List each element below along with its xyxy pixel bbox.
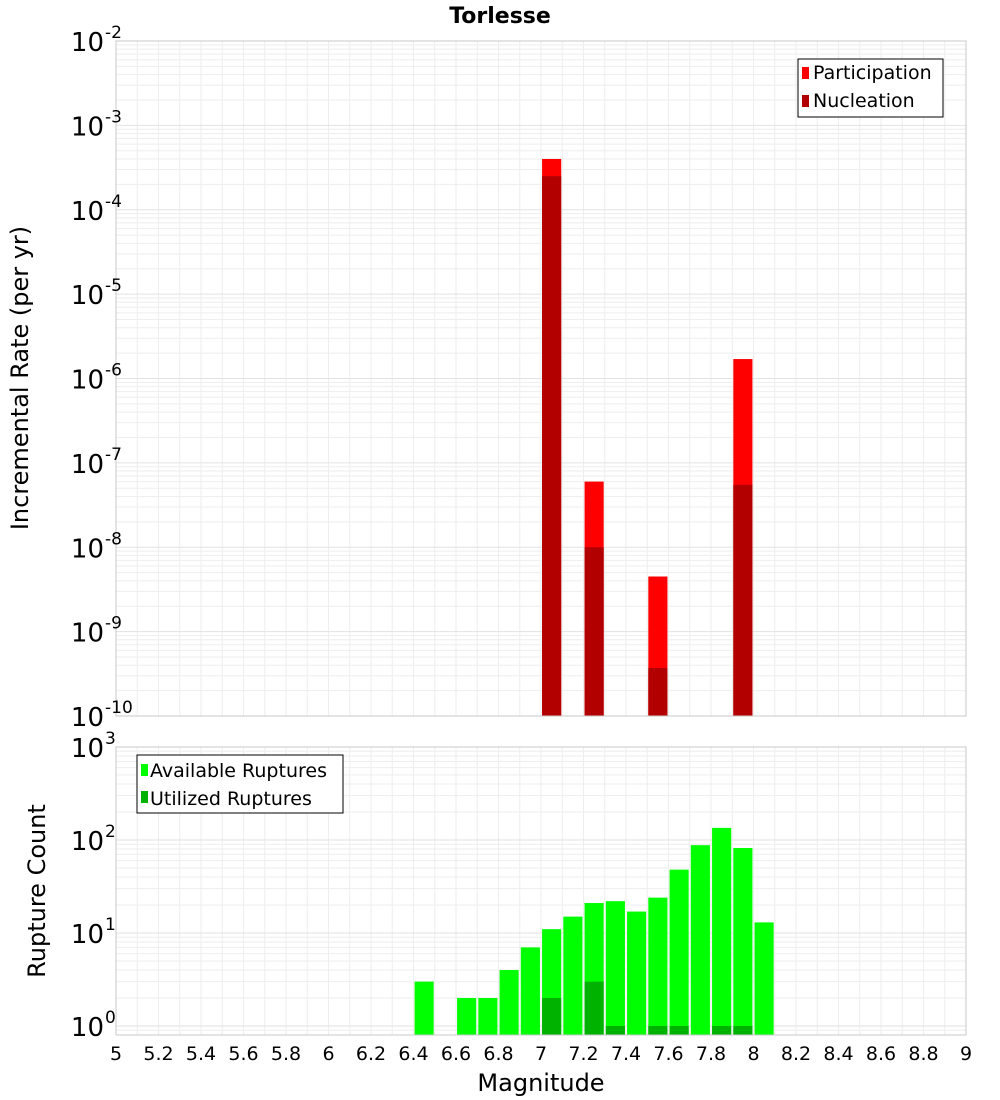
bottom-bar-utilized-ruptures: [584, 981, 604, 1035]
bottom-bar-utilized-ruptures: [712, 1025, 732, 1035]
bottom-legend: Available Ruptures Utilized Ruptures: [136, 754, 344, 814]
bottom-y-axis-label: Rupture Count: [23, 804, 51, 978]
top-bar-nucleation: [648, 668, 668, 716]
bottom-bar-available-ruptures: [754, 922, 774, 1035]
top-y-tick-base: 10: [71, 534, 104, 564]
x-tick-label: 6: [322, 1043, 334, 1065]
bottom-y-tick-exponent: 2: [105, 822, 116, 842]
legend-swatch-nucleation: [802, 95, 809, 107]
bottom-bar-available-ruptures: [648, 897, 668, 1035]
x-tick-label: 6.4: [398, 1043, 428, 1065]
top-y-tick-base: 10: [71, 703, 104, 733]
x-tick-label: 7.6: [653, 1043, 683, 1065]
top-bar-nucleation: [733, 484, 753, 716]
legend-label-nucleation: Nucleation: [813, 90, 915, 112]
bottom-bar-available-ruptures: [457, 997, 477, 1035]
bottom-bar-available-ruptures: [690, 845, 710, 1035]
bottom-bar-utilized-ruptures: [733, 1025, 753, 1035]
x-axis-label: Magnitude: [477, 1069, 604, 1097]
bottom-bar-available-ruptures: [414, 981, 434, 1035]
x-tick-label: 7.4: [611, 1043, 641, 1065]
bottom-bar-available-ruptures: [669, 869, 689, 1035]
top-y-tick-exponent: -7: [105, 445, 122, 465]
top-y-tick-exponent: -8: [105, 529, 122, 549]
x-tick-label: 5: [110, 1043, 122, 1065]
legend-swatch-utilized-ruptures: [141, 791, 148, 803]
x-tick-label: 6.6: [441, 1043, 471, 1065]
x-tick-label: 8.8: [908, 1043, 938, 1065]
x-tick-label: 6.2: [356, 1043, 386, 1065]
bottom-y-tick-base: 10: [71, 827, 104, 857]
top-y-axis-label: Incremental Rate (per yr): [6, 226, 34, 530]
top-y-tick-exponent: -9: [105, 614, 122, 634]
x-tick-labels: 5 5.2 5.4 5.6 5.8 6 6.2 6.4 6.6 6.8 7 7.2 7.4 7.6 7.8 8…: [110, 1043, 972, 1065]
legend-label-available-ruptures: Available Ruptures: [150, 760, 327, 782]
bottom-bar-available-ruptures: [712, 827, 732, 1035]
top-y-tick-exponent: -4: [105, 192, 122, 212]
bottom-bar-utilized-ruptures: [648, 1025, 668, 1035]
legend-swatch-participation: [802, 67, 809, 79]
bottom-bar-utilized-ruptures: [605, 1025, 625, 1035]
top-y-tick-exponent: -10: [105, 698, 133, 718]
legend-label-participation: Participation: [813, 62, 932, 84]
x-tick-label: 5.6: [228, 1043, 258, 1065]
bottom-bar-available-ruptures: [605, 901, 625, 1035]
top-y-tick-base: 10: [71, 197, 104, 227]
bottom-bar-available-ruptures: [499, 969, 519, 1035]
top-y-tick-exponent: -5: [105, 276, 122, 296]
x-tick-label: 8.6: [866, 1043, 896, 1065]
bottom-frame: [115, 746, 967, 1036]
bottom-y-tick-exponent: 0: [105, 1008, 116, 1028]
top-y-tick-base: 10: [71, 28, 104, 58]
x-tick-label: 8.4: [823, 1043, 853, 1065]
legend-label-utilized-ruptures: Utilized Ruptures: [150, 788, 312, 810]
x-tick-label: 7: [535, 1043, 547, 1065]
top-frame: [115, 40, 967, 717]
x-tick-label: 8.2: [781, 1043, 811, 1065]
bottom-bar-available-ruptures: [563, 916, 583, 1035]
top-y-tick-base: 10: [71, 281, 104, 311]
top-legend-box: [797, 58, 944, 118]
x-tick-label: 5.2: [143, 1043, 173, 1065]
bottom-bars: [414, 827, 774, 1035]
bottom-y-tick-exponent: 1: [105, 915, 116, 935]
x-tick-label: 9: [960, 1043, 972, 1065]
top-y-tick-exponent: -6: [105, 361, 122, 381]
x-tick-label: 7.2: [568, 1043, 598, 1065]
bottom-legend-box: [136, 754, 344, 814]
bottom-bar-available-ruptures: [627, 911, 647, 1035]
x-tick-label: 8: [747, 1043, 759, 1065]
top-bars: [542, 158, 753, 717]
x-tick-label: 5.8: [271, 1043, 301, 1065]
top-y-tick-exponent: -2: [105, 23, 122, 43]
bottom-y-tick-base: 10: [71, 1013, 104, 1043]
top-y-tick-base: 10: [71, 112, 104, 142]
top-grid: [115, 40, 967, 717]
top-y-tick-exponent: -3: [105, 107, 122, 127]
bottom-bar-available-ruptures: [520, 947, 540, 1035]
x-tick-label: 5.4: [186, 1043, 216, 1065]
top-legend: Participation Nucleation: [797, 58, 944, 118]
bottom-bar-utilized-ruptures: [542, 997, 562, 1035]
top-y-tick-base: 10: [71, 619, 104, 649]
top-bar-nucleation: [584, 547, 604, 716]
bottom-y-tick-base: 10: [71, 734, 104, 764]
bottom-y-tick-exponent: 3: [105, 729, 116, 749]
bottom-bar-available-ruptures: [478, 997, 498, 1035]
top-bar-nucleation: [542, 176, 562, 716]
legend-swatch-available-ruptures: [141, 764, 148, 776]
bottom-y-tick-base: 10: [71, 920, 104, 950]
bottom-bar-available-ruptures: [733, 848, 753, 1035]
top-y-tick-base: 10: [71, 450, 104, 480]
x-tick-label: 6.8: [483, 1043, 513, 1065]
chart-title: Torlesse: [449, 4, 551, 29]
top-y-tick-base: 10: [71, 366, 104, 396]
bottom-bar-utilized-ruptures: [669, 1025, 689, 1035]
x-tick-label: 7.8: [696, 1043, 726, 1065]
